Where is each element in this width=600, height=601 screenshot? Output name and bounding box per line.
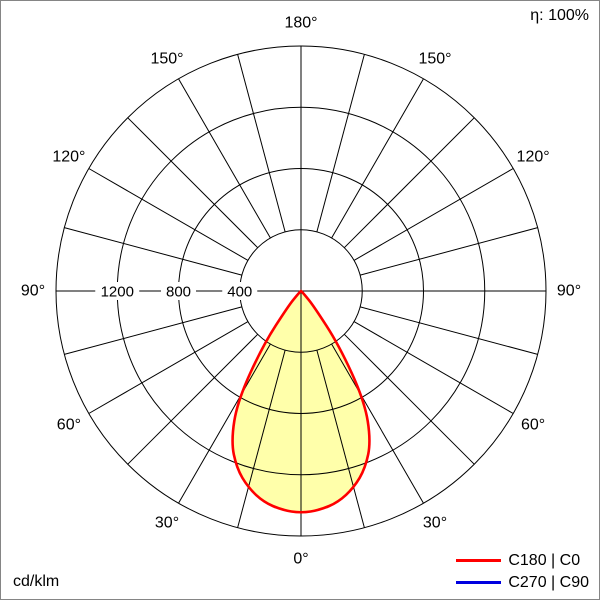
grid-spoke (178, 78, 271, 239)
grid-spoke (316, 350, 365, 528)
angle-tick-label: 120° (517, 149, 550, 166)
radial-label-mask (161, 282, 196, 300)
angle-tick-label: 150° (150, 50, 183, 67)
grid-spoke (360, 306, 538, 355)
grid-spoke (353, 321, 514, 414)
legend-label-c90: C270 | C90 (508, 574, 589, 591)
radial-label-mask (95, 282, 140, 300)
radial-tick-label: 1200 (101, 284, 134, 301)
angle-tick-label: 30° (155, 515, 179, 532)
grid-spoke (88, 321, 249, 414)
grid-spoke (88, 168, 249, 261)
angle-tick-label: 60° (521, 417, 545, 434)
angle-tick-label: 180° (284, 15, 317, 32)
legend-item-c90: C270 | C90 (456, 574, 589, 591)
intensity-curve-c0 (231, 289, 371, 514)
grid-spoke (178, 343, 271, 504)
legend-line-c90-icon (456, 581, 502, 584)
grid-spoke (64, 227, 242, 276)
grid-spoke (343, 333, 475, 465)
grid-spoke (237, 350, 286, 528)
angle-tick-label: 30° (423, 515, 447, 532)
grid-spoke (343, 117, 475, 249)
legend-item-c0: C180 | C0 (456, 552, 580, 569)
efficiency-label: η: 100% (530, 7, 589, 24)
angle-tick-label: 90° (557, 283, 581, 300)
grid-spoke (353, 168, 514, 261)
grid-spoke (64, 306, 242, 355)
radial-tick-label: 800 (166, 284, 191, 301)
angle-tick-label: 150° (418, 50, 451, 67)
radial-label-mask (222, 282, 258, 300)
radial-tick-label: 400 (227, 284, 252, 301)
legend: C180 | C0 C270 | C90 (456, 552, 589, 591)
grid-spoke (127, 333, 259, 465)
grid-spoke (360, 227, 538, 276)
angle-tick-label: 90° (21, 283, 45, 300)
angle-tick-label: 0° (293, 551, 308, 568)
grid-spoke (331, 78, 424, 239)
legend-line-c0-icon (456, 559, 502, 562)
angle-tick-label: 120° (52, 149, 85, 166)
grid-spoke (237, 54, 286, 232)
grid-spoke (316, 54, 365, 232)
units-label: cd/klm (13, 573, 60, 590)
legend-label-c0: C180 | C0 (508, 552, 581, 569)
grid-spoke (331, 343, 424, 504)
grid-spoke (127, 117, 259, 249)
angle-tick-label: 60° (57, 417, 81, 434)
